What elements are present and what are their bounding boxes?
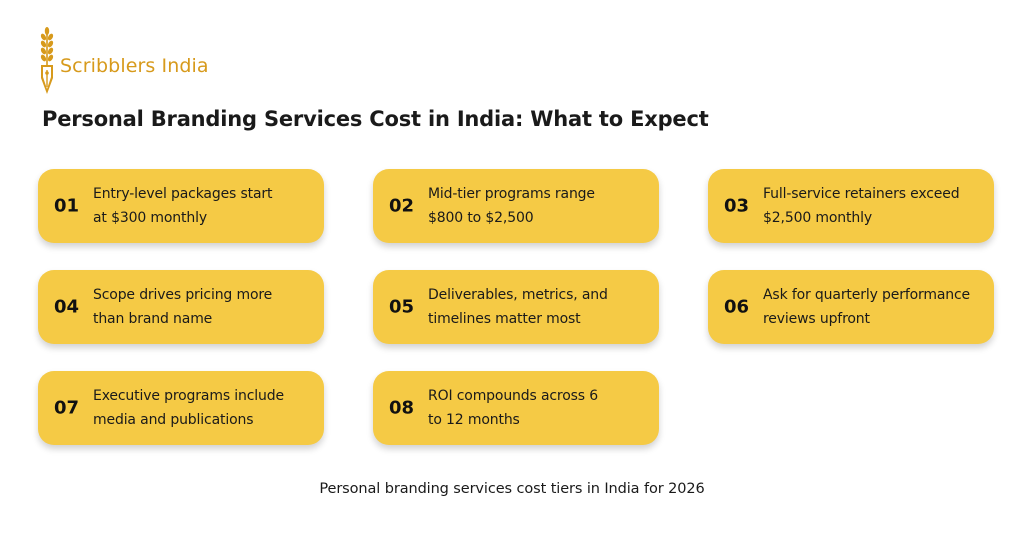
card-text-line: timelines matter most	[428, 311, 581, 327]
cost-tip-card-02: 02 Mid-tier programs range $800 to $2,50…	[373, 169, 659, 243]
card-number: 02	[389, 195, 415, 217]
card-text-line: $2,500 monthly	[763, 210, 872, 226]
card-number: 05	[389, 296, 415, 318]
card-number: 08	[389, 397, 415, 419]
card-text: Scope drives pricing more than brand nam…	[93, 283, 320, 331]
cost-tip-card-08: 08 ROI compounds across 6 to 12 months	[373, 371, 659, 445]
card-text: Mid-tier programs range $800 to $2,500	[428, 182, 655, 230]
cost-tip-card-03: 03 Full-service retainers exceed $2,500 …	[708, 169, 994, 243]
card-text: Entry-level packages start at $300 month…	[93, 182, 320, 230]
figure-caption: Personal branding services cost tiers in…	[319, 481, 705, 497]
card-text-line: Mid-tier programs range	[428, 186, 595, 202]
brand-name: Scribblers India	[60, 55, 209, 77]
card-text-line: to 12 months	[428, 412, 520, 428]
card-text-line: Executive programs include	[93, 388, 284, 404]
card-text-line: media and publications	[93, 412, 254, 428]
cost-tip-card-01: 01 Entry-level packages start at $300 mo…	[38, 169, 324, 243]
card-number: 01	[54, 195, 80, 217]
card-text-line: reviews upfront	[763, 311, 870, 327]
cost-tip-card-04: 04 Scope drives pricing more than brand …	[38, 270, 324, 344]
cost-tip-card-07: 07 Executive programs include media and …	[38, 371, 324, 445]
card-text-line: $800 to $2,500	[428, 210, 534, 226]
cost-tip-card-06: 06 Ask for quarterly performance reviews…	[708, 270, 994, 344]
card-text-line: Ask for quarterly performance	[763, 287, 971, 303]
brand-logo: Scribblers India	[36, 26, 209, 98]
wheat-pen-nib-icon	[40, 27, 54, 94]
cost-tip-card-05: 05 Deliverables, metrics, and timelines …	[373, 270, 659, 344]
card-text: Full-service retainers exceed $2,500 mon…	[763, 182, 990, 230]
card-number: 03	[724, 195, 750, 217]
card-number: 04	[54, 296, 80, 318]
card-number: 07	[54, 397, 80, 419]
card-text-line: Entry-level packages start	[93, 186, 273, 202]
page-title: Personal Branding Services Cost in India…	[42, 107, 709, 131]
card-text-line: at $300 monthly	[93, 210, 207, 226]
card-text-line: than brand name	[93, 311, 213, 327]
card-text: Deliverables, metrics, and timelines mat…	[428, 283, 655, 331]
card-text: ROI compounds across 6 to 12 months	[428, 384, 655, 432]
card-text: Executive programs include media and pub…	[93, 384, 320, 432]
card-text-line: ROI compounds across 6	[428, 388, 598, 404]
card-text-line: Full-service retainers exceed	[763, 186, 960, 202]
card-number: 06	[724, 296, 750, 318]
card-text: Ask for quarterly performance reviews up…	[763, 283, 990, 331]
card-text-line: Scope drives pricing more	[93, 287, 273, 303]
card-text-line: Deliverables, metrics, and	[428, 287, 608, 303]
